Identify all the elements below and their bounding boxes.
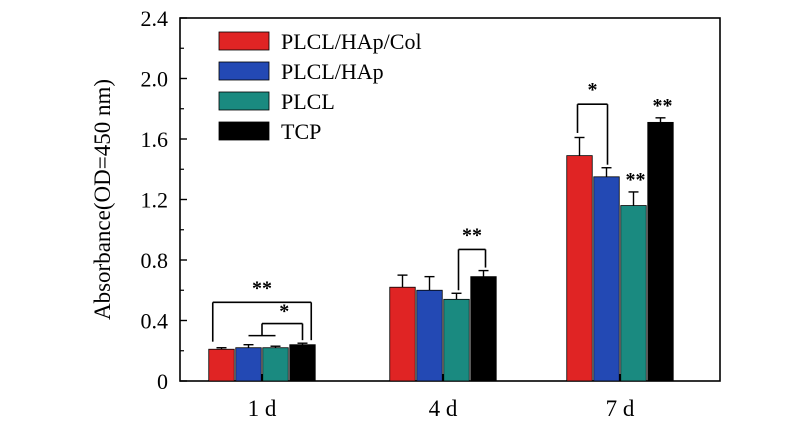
- legend-swatch: [218, 31, 270, 51]
- axes: 0 0.4 0.8 1.2 1.6 2.0 2.4 1 d 4 d 7 d: [141, 6, 721, 421]
- bar: [262, 347, 289, 382]
- legend: PLCL/HAp/Col PLCL/HAp PLCL TCP: [218, 29, 422, 144]
- significance-label: **: [653, 95, 673, 117]
- bar: [235, 347, 262, 382]
- x-tick-label: 7 d: [606, 396, 635, 421]
- legend-label: PLCL: [281, 89, 335, 114]
- x-tick-label: 4 d: [429, 396, 458, 421]
- bar: [470, 276, 497, 382]
- legend-swatch: [218, 91, 270, 111]
- bar: [620, 205, 647, 382]
- bar: [208, 348, 235, 382]
- error-bars: [216, 117, 666, 350]
- x-tick-label: 1 d: [248, 396, 277, 421]
- legend-swatch: [218, 121, 270, 141]
- legend-label: PLCL/HAp: [281, 59, 384, 84]
- bar: [593, 176, 620, 382]
- bar: [647, 121, 674, 382]
- y-axis-title: Absorbance(OD=450 nm): [90, 79, 115, 320]
- y-tick-label: 2.4: [141, 6, 169, 31]
- legend-swatch: [218, 61, 270, 81]
- y-tick-label: 0: [157, 369, 168, 394]
- bars: [208, 121, 674, 382]
- y-tick-label: 1.2: [141, 188, 169, 213]
- significance-label: *: [588, 79, 598, 101]
- legend-label: TCP: [281, 119, 321, 144]
- significance-label: **: [626, 169, 646, 191]
- significance-label: *: [279, 301, 289, 323]
- bar: [389, 286, 416, 382]
- significance-label: **: [252, 277, 272, 299]
- y-tick-label: 1.6: [141, 127, 169, 152]
- significance-annotations: **********: [211, 79, 673, 342]
- bar: [566, 155, 593, 382]
- legend-label: PLCL/HAp/Col: [281, 29, 422, 54]
- bar: [289, 344, 316, 382]
- bar: [443, 298, 470, 382]
- y-tick-label: 0.4: [141, 309, 169, 334]
- significance-label: **: [462, 224, 482, 246]
- y-tick-label: 0.8: [141, 248, 169, 273]
- bar: [416, 289, 443, 382]
- y-tick-label: 2.0: [141, 67, 169, 92]
